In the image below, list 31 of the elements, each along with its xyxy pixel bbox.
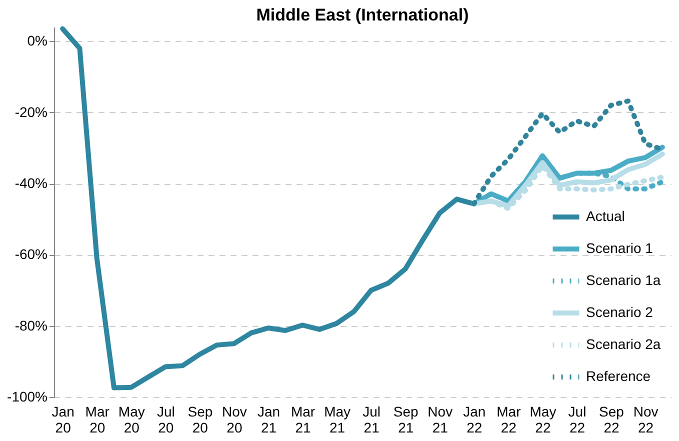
x-tick-label: Mar 21 xyxy=(290,404,316,436)
x-tick-label: May 21 xyxy=(324,404,351,436)
legend-label: Scenario 2 xyxy=(586,304,654,320)
x-tick-label: May 22 xyxy=(530,404,556,436)
x-tick-label: Mar 22 xyxy=(496,404,522,436)
legend-label: Scenario 2a xyxy=(586,336,661,352)
y-tick-label: -20% xyxy=(14,104,48,120)
x-tick-label: Nov 20 xyxy=(222,404,247,436)
legend-label: Actual xyxy=(586,208,625,224)
x-tick-label: Jul 21 xyxy=(362,404,381,436)
legend-label: Scenario 1a xyxy=(586,272,661,288)
chart-title: Middle East (International) xyxy=(256,5,469,24)
x-tick-label: Mar 20 xyxy=(85,404,110,436)
x-tick-label: Jan 20 xyxy=(52,404,74,436)
x-tick-label: Jul 22 xyxy=(568,404,586,436)
x-tick-label: Jan 22 xyxy=(463,404,486,436)
legend-label: Scenario 1 xyxy=(586,240,654,256)
y-tick-label: -100% xyxy=(7,388,48,404)
x-tick-label: Nov 21 xyxy=(428,404,453,436)
x-tick-label: Sep 20 xyxy=(188,404,213,436)
y-tick-label: -60% xyxy=(14,246,48,262)
x-tick-label: Jul 20 xyxy=(156,404,175,436)
x-tick-label: Jan 21 xyxy=(257,404,280,436)
x-tick-label: Nov 22 xyxy=(633,404,658,436)
y-tick-label: -40% xyxy=(14,175,48,192)
y-tick-label: -80% xyxy=(14,317,48,334)
y-tick-label: 0% xyxy=(27,32,48,49)
legend-label: Reference xyxy=(586,368,651,384)
x-tick-label: May 20 xyxy=(118,404,145,436)
x-tick-label: Sep 21 xyxy=(393,404,419,436)
x-tick-label: Sep 22 xyxy=(599,404,624,436)
